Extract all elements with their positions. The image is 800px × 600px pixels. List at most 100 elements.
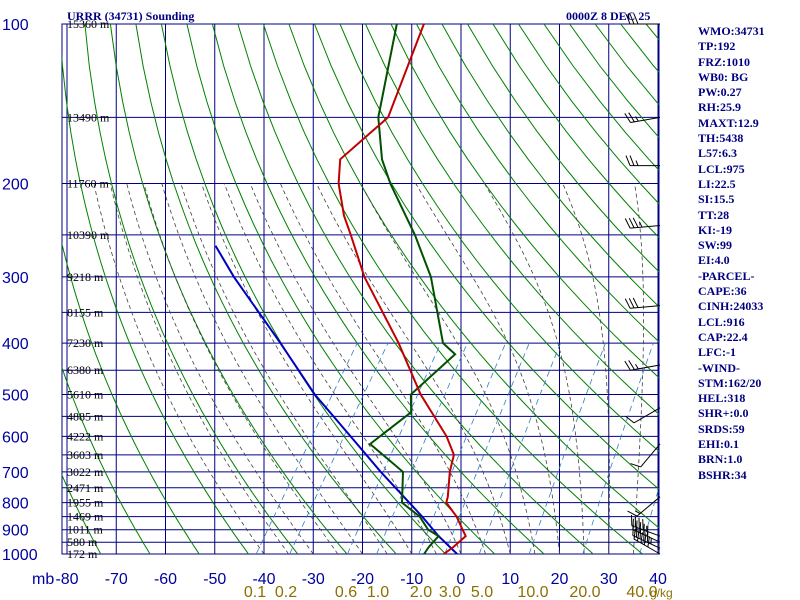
mixing-ratio-label: 0.6 — [335, 584, 357, 600]
mixing-ratio-label: 10.0 — [517, 584, 548, 600]
wind-barb-flag — [627, 510, 638, 517]
index-row: EHI:0.1 — [698, 437, 740, 452]
wind-barb — [632, 518, 661, 543]
index-row: -PARCEL- — [698, 268, 755, 283]
pressure-tick-label: 500 — [2, 387, 29, 404]
moist-adiabat — [657, 538, 659, 554]
dry-adiabat — [467, 24, 659, 273]
wind-barb-half-flag — [639, 222, 643, 228]
index-row: FRZ:1010 — [698, 54, 750, 69]
index-row: HEL:318 — [698, 391, 746, 406]
wind-barb-half-flag — [635, 364, 639, 370]
wind-barb-flag — [643, 534, 647, 546]
wind-barb-flag — [632, 518, 634, 530]
dry-adiabat — [109, 24, 348, 554]
pressure-tick-label: 700 — [2, 465, 29, 482]
wind-barb — [625, 407, 661, 424]
height-label: 7230 m — [67, 336, 104, 350]
dry-adiabat — [62, 52, 249, 554]
height-labels-layer: 15360 m 13490 m 11760 m 10390 m 9218 m 8155 m… — [67, 17, 110, 561]
wind-barb-flag — [625, 415, 635, 424]
height-label: 1955 m — [67, 496, 104, 510]
wind-barb-staff — [632, 535, 661, 549]
moist-adiabat — [360, 183, 536, 554]
dry-adiabat — [314, 24, 659, 490]
height-label: 172 m — [67, 547, 98, 561]
wind-barb-flag — [628, 360, 635, 370]
wind-barb-half-flag — [635, 160, 639, 166]
index-row: TT:28 — [698, 207, 730, 222]
temperature-tick-label: -80 — [55, 571, 78, 588]
height-label: 2471 m — [67, 481, 104, 495]
mixing-ratio-line — [376, 342, 468, 554]
dry-adiabat — [186, 24, 496, 554]
moist-adiabat — [415, 183, 560, 554]
moist-adiabat — [201, 183, 413, 554]
wind-barb-staff — [630, 225, 661, 229]
sounding-title: URRR (34731) Sounding — [67, 9, 195, 23]
index-row: LCL:975 — [698, 161, 745, 176]
temperature-tick-label: -70 — [105, 571, 128, 588]
wind-barb — [630, 515, 661, 537]
wind-barb-flag — [624, 113, 631, 123]
height-label: 1469 m — [67, 510, 104, 524]
parcel-trace — [214, 245, 459, 554]
dry-adiabat — [62, 473, 102, 554]
height-label: 10390 m — [67, 228, 110, 242]
index-row: LFC:-1 — [698, 345, 736, 360]
dry-adiabat — [84, 24, 299, 554]
height-label: 580 m — [67, 535, 98, 549]
dry-adiabat — [62, 242, 200, 554]
wind-barb-flag — [643, 523, 645, 535]
height-label: 6380 m — [67, 363, 104, 377]
wind-barb-flag — [628, 298, 635, 309]
index-row: SRDS:59 — [698, 421, 745, 436]
dry-adiabat — [288, 24, 659, 529]
moist-adiabat — [484, 183, 585, 554]
wind-barb-flag — [628, 217, 635, 229]
moist-adiabat — [280, 183, 486, 554]
index-row: CINH:24033 — [698, 299, 764, 314]
wind-barb-flag — [633, 13, 639, 25]
wind-barb-staff — [640, 443, 661, 468]
index-row: SI:15.5 — [698, 192, 735, 207]
pressure-tick-label: 900 — [2, 523, 29, 540]
index-row: TP:192 — [698, 39, 736, 54]
pressure-tick-label: 100 — [2, 17, 29, 34]
wind-barb-staff — [630, 116, 661, 124]
wind-barb-flag — [629, 13, 635, 25]
wind-barb-staff — [633, 538, 661, 555]
temperature-tick-label: 10 — [501, 571, 519, 588]
height-label: 15360 m — [67, 17, 110, 31]
dry-adiabat — [237, 24, 594, 554]
mixing-ratio-line — [255, 342, 358, 554]
mixing-ratio-line — [478, 342, 561, 554]
wind-barb — [627, 496, 661, 517]
wind-barb-flag — [625, 155, 631, 166]
indices-panel: WMO:34731 TP:192 FRZ:1010 WB0: BG PW:0.27 RH:… — [698, 24, 798, 483]
dry-adiabat — [160, 24, 446, 554]
index-row: PW:0.27 — [698, 85, 742, 100]
temperature-tick-label: 0 — [457, 571, 466, 588]
mixing-ratio-label: 1.0 — [367, 584, 389, 600]
pressure-tick-label: 800 — [2, 496, 29, 513]
index-row: CAP:22.4 — [698, 329, 748, 344]
index-row: SHR+:0.0 — [698, 406, 749, 421]
index-row: LI:22.5 — [698, 176, 736, 191]
wind-barb-flag — [629, 155, 635, 166]
wind-barb-staff — [630, 364, 661, 371]
index-row: LCL:916 — [698, 314, 745, 329]
dry-adiabat — [339, 24, 659, 452]
height-label: 3603 m — [67, 448, 104, 462]
wind-barb-flag — [633, 528, 637, 540]
mixing-ratio-line — [444, 342, 530, 554]
index-row: -WIND- — [698, 360, 740, 375]
height-label: 13490 m — [67, 110, 110, 124]
wind-barb-flag — [635, 520, 638, 532]
mixing-ratio-line — [289, 342, 389, 554]
index-row: MAXT:12.9 — [698, 115, 759, 130]
height-label: 4885 m — [67, 409, 104, 423]
moist-adiabat — [633, 183, 644, 554]
temperature-tick-label: 30 — [600, 571, 618, 588]
index-row: L57:6.3 — [698, 146, 737, 161]
